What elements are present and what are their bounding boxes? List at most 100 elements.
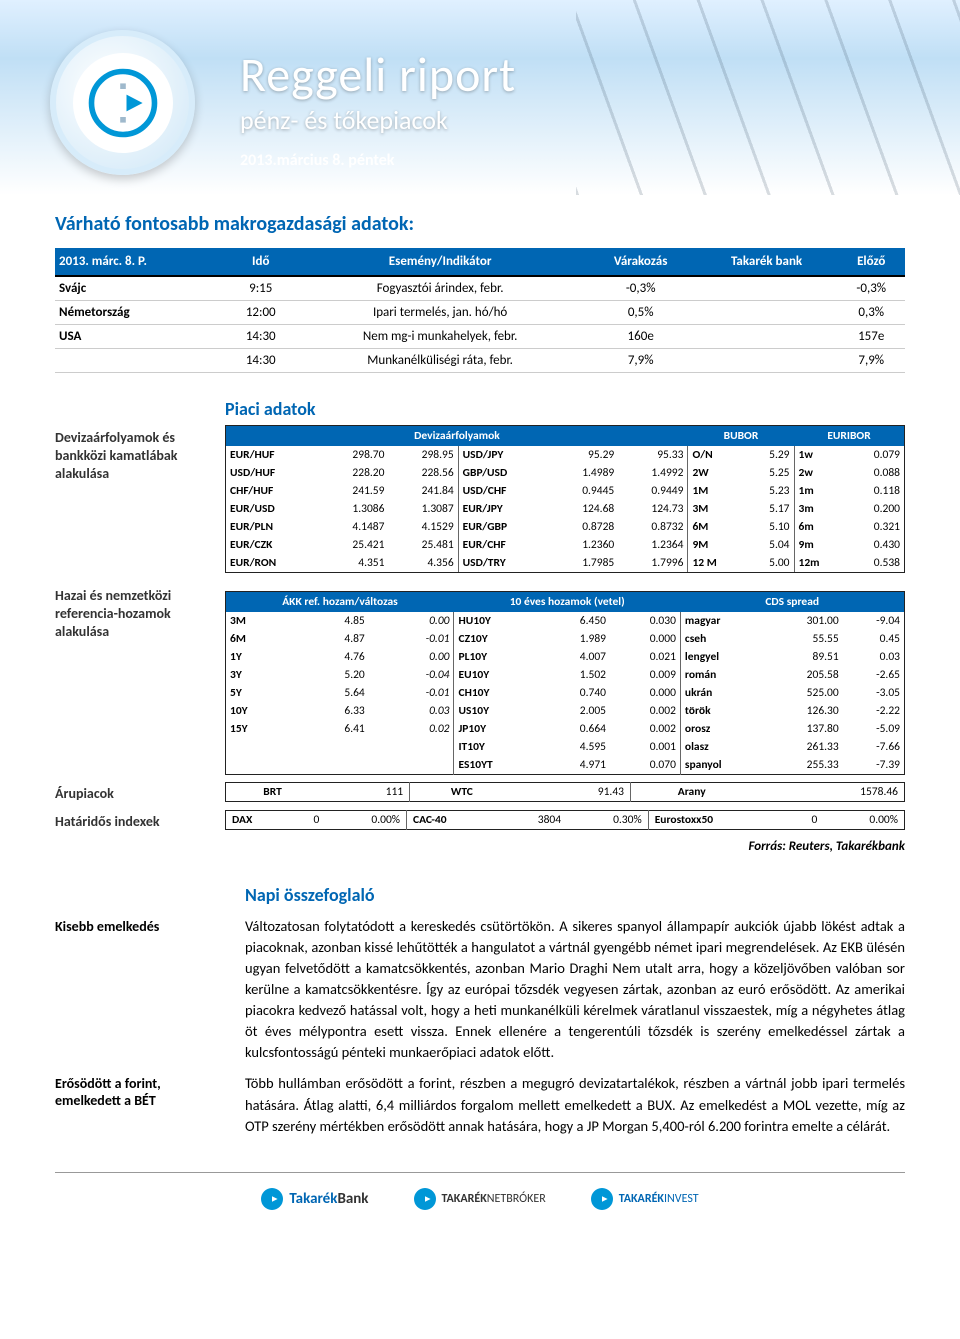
yield-cell: 6.450 [541,612,610,630]
fx-cell: O/N [688,446,744,464]
yield-cell: 6.41 [294,720,369,738]
fx-cell: 1M [688,482,744,500]
commod-cell: 91.43 [514,783,631,802]
arrow-icon [88,68,158,138]
fx-cell: 124.73 [618,500,688,518]
yield-section: Hazai és nemzetközi referencia-hozamok a… [55,583,905,775]
macro-table: 2013. márc. 8. P.IdőEsemény/IndikátorVár… [55,248,905,373]
yield-cell: 4.595 [541,738,610,756]
fx-label: Devizaárfolyamok és bankközi kamatlábak … [55,425,213,484]
brand-icon [414,1188,436,1210]
fx-cell: CHF/HUF [226,482,320,500]
yield-cell [226,756,295,775]
futures-cell: 0 [290,811,325,830]
fx-cell: 1.7985 [549,554,618,573]
fx-cell: 4.356 [388,554,458,573]
fx-cell: 0.9445 [549,482,618,500]
fx-cell: 6M [688,518,744,536]
yield-cell: 6.33 [294,702,369,720]
macro-cell [696,349,838,373]
commod-cell: WTC [410,783,514,802]
commod-cell: 1578.46 [752,783,904,802]
yield-cell: olasz [680,738,766,756]
macro-cell: USA [55,325,227,349]
yield-cell: lengyel [680,648,766,666]
futures-cell: DAX [226,811,291,830]
yield-table: ÁKK ref. hozam/változas 10 éves hozamok … [225,591,905,775]
fx-cell: EUR/RON [226,554,320,573]
yield-cell: CH10Y [454,684,541,702]
summary-text: Változatosan folytatódott a kereskedés c… [245,916,905,1063]
macro-header: Előző [837,248,905,276]
fx-cell: 3M [688,500,744,518]
fx-cell: 1.3087 [388,500,458,518]
yield-cell: 126.30 [767,702,843,720]
yield-cell: 0.000 [610,684,680,702]
fx-cell: 25.481 [388,536,458,554]
yield-cell: 89.51 [767,648,843,666]
yield-cell: cseh [680,630,766,648]
yield-cell: 4.007 [541,648,610,666]
macro-cell: Nem mg-i munkahelyek, febr. [295,325,586,349]
yield-cell [226,738,295,756]
futures-cell: 3804 [497,811,567,830]
yield-cell: -9.04 [843,612,905,630]
summary-title: Napi összefoglaló [245,884,905,906]
yield-cell: 55.55 [767,630,843,648]
yield-cell: -0.01 [369,630,454,648]
fx-cell: 5.10 [744,518,794,536]
yield-cell: 137.80 [767,720,843,738]
yield-cell: 0.02 [369,720,454,738]
macro-cell: -0,3% [586,276,696,301]
fx-cell: 2w [794,464,845,482]
fx-cell: 12 M [688,554,744,573]
yield-cell: 0.009 [610,666,680,684]
yield-cell: -7.39 [843,756,905,775]
fx-header-euribor: EURIBOR [794,426,905,447]
yield-cell: 5Y [226,684,295,702]
commod-label: Árupiacok [55,781,213,803]
macro-cell: 14:30 [227,325,295,349]
yield-cell: -0.01 [369,684,454,702]
commod-cell: BRT [226,783,320,802]
macro-cell: 7,9% [837,349,905,373]
yield-cell: 1.502 [541,666,610,684]
report-title: Reggeli riport [240,45,516,104]
fx-cell: 2W [688,464,744,482]
yield-cell: 4.76 [294,648,369,666]
yield-cell [369,738,454,756]
yield-cell: 0.070 [610,756,680,775]
fx-cell: 25.421 [320,536,389,554]
yield-cell: -2.65 [843,666,905,684]
commodity-row: Árupiacok BRT111WTC91.43Arany1578.46 [55,781,905,803]
macro-cell: Ipari termelés, jan. hó/hó [295,301,586,325]
futures-cell: 0.30% [567,811,648,830]
fx-cell: EUR/USD [226,500,320,518]
yield-cell: 0.664 [541,720,610,738]
yield-cell: 1.989 [541,630,610,648]
yield-cell: -2.22 [843,702,905,720]
macro-header: 2013. márc. 8. P. [55,248,227,276]
futures-cell: 0.00% [325,811,406,830]
fx-cell: 241.84 [388,482,458,500]
content: Várható fontosabb makrogazdasági adatok:… [0,195,960,1265]
fx-header-bubor: BUBOR [688,426,794,447]
macro-header: Várakozás [586,248,696,276]
brand-icon [261,1188,283,1210]
yield-cell: -7.66 [843,738,905,756]
fx-cell: 228.20 [320,464,389,482]
futures-cell: 0.00% [823,811,904,830]
yield-cell: IT10Y [454,738,541,756]
fx-cell: 0.9449 [618,482,688,500]
yield-cell: 0.00 [369,648,454,666]
yield-cell: -3.05 [843,684,905,702]
macro-cell: 0,3% [837,301,905,325]
macro-cell: Munkanélküliségi ráta, febr. [295,349,586,373]
yield-cell: PL10Y [454,648,541,666]
yield-cell: 0.00 [369,612,454,630]
fx-cell: 298.70 [320,446,389,464]
yield-cell: 0.03 [843,648,905,666]
fx-cell: 0.200 [845,500,905,518]
summary-label: Kisebb emelkedés [55,916,227,1063]
yield-cell: magyar [680,612,766,630]
